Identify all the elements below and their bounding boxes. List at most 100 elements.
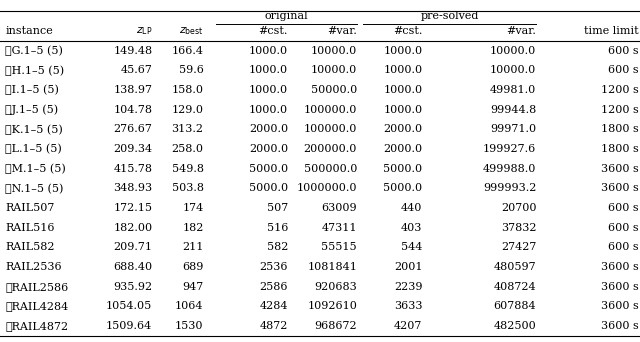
Text: 174: 174 xyxy=(182,203,204,213)
Text: 166.4: 166.4 xyxy=(172,46,204,56)
Text: #cst.: #cst. xyxy=(259,26,288,36)
Text: 100000.0: 100000.0 xyxy=(304,105,357,115)
Text: 3600 s: 3600 s xyxy=(601,321,639,331)
Text: 1000.0: 1000.0 xyxy=(249,105,288,115)
Text: ⋆RAIL4284: ⋆RAIL4284 xyxy=(5,302,68,312)
Text: 920683: 920683 xyxy=(314,282,357,292)
Text: 516: 516 xyxy=(267,223,288,233)
Text: 27427: 27427 xyxy=(501,242,536,252)
Text: 1081841: 1081841 xyxy=(307,262,357,272)
Text: 2000.0: 2000.0 xyxy=(249,144,288,154)
Text: 935.92: 935.92 xyxy=(113,282,152,292)
Text: ⋆G.1–5 (5): ⋆G.1–5 (5) xyxy=(5,45,63,56)
Text: 403: 403 xyxy=(401,223,422,233)
Text: ⋆K.1–5 (5): ⋆K.1–5 (5) xyxy=(5,124,63,135)
Text: 3600 s: 3600 s xyxy=(601,282,639,292)
Text: 480597: 480597 xyxy=(493,262,536,272)
Text: ⋆RAIL4872: ⋆RAIL4872 xyxy=(5,321,68,331)
Text: 1000.0: 1000.0 xyxy=(249,46,288,56)
Text: #var.: #var. xyxy=(506,26,536,36)
Text: 1000.0: 1000.0 xyxy=(383,46,422,56)
Text: 1064: 1064 xyxy=(175,302,204,312)
Text: ⋆H.1–5 (5): ⋆H.1–5 (5) xyxy=(5,65,64,76)
Text: 2586: 2586 xyxy=(259,282,288,292)
Text: 1000.0: 1000.0 xyxy=(383,66,422,76)
Text: 4207: 4207 xyxy=(394,321,422,331)
Text: $z_\mathrm{LP}$: $z_\mathrm{LP}$ xyxy=(136,25,152,37)
Text: 100000.0: 100000.0 xyxy=(304,124,357,134)
Text: RAIL516: RAIL516 xyxy=(5,223,54,233)
Text: 209.34: 209.34 xyxy=(113,144,152,154)
Text: 3600 s: 3600 s xyxy=(601,184,639,194)
Text: 5000.0: 5000.0 xyxy=(249,184,288,194)
Text: 55515: 55515 xyxy=(321,242,357,252)
Text: 600 s: 600 s xyxy=(608,203,639,213)
Text: 37832: 37832 xyxy=(501,223,536,233)
Text: 63009: 63009 xyxy=(321,203,357,213)
Text: 1054.05: 1054.05 xyxy=(106,302,152,312)
Text: 129.0: 129.0 xyxy=(172,105,204,115)
Text: 1200 s: 1200 s xyxy=(601,105,639,115)
Text: 99971.0: 99971.0 xyxy=(490,124,536,134)
Text: 2536: 2536 xyxy=(259,262,288,272)
Text: 2000.0: 2000.0 xyxy=(383,144,422,154)
Text: pre-solved: pre-solved xyxy=(420,11,479,21)
Text: 138.97: 138.97 xyxy=(113,85,152,95)
Text: 5000.0: 5000.0 xyxy=(383,164,422,174)
Text: 104.78: 104.78 xyxy=(113,105,152,115)
Text: 182: 182 xyxy=(182,223,204,233)
Text: 20700: 20700 xyxy=(501,203,536,213)
Text: time limit: time limit xyxy=(584,26,639,36)
Text: 1000.0: 1000.0 xyxy=(249,66,288,76)
Text: 4284: 4284 xyxy=(259,302,288,312)
Text: ⋆N.1–5 (5): ⋆N.1–5 (5) xyxy=(5,183,63,194)
Text: 149.48: 149.48 xyxy=(113,46,152,56)
Text: 199927.6: 199927.6 xyxy=(483,144,536,154)
Text: 276.67: 276.67 xyxy=(113,124,152,134)
Text: original: original xyxy=(265,11,308,21)
Text: 1509.64: 1509.64 xyxy=(106,321,152,331)
Text: 2001: 2001 xyxy=(394,262,422,272)
Text: 10000.0: 10000.0 xyxy=(311,46,357,56)
Text: 968672: 968672 xyxy=(314,321,357,331)
Text: 10000.0: 10000.0 xyxy=(490,46,536,56)
Text: #var.: #var. xyxy=(327,26,357,36)
Text: 600 s: 600 s xyxy=(608,66,639,76)
Text: 600 s: 600 s xyxy=(608,242,639,252)
Text: 49981.0: 49981.0 xyxy=(490,85,536,95)
Text: 544: 544 xyxy=(401,242,422,252)
Text: 182.00: 182.00 xyxy=(113,223,152,233)
Text: 258.0: 258.0 xyxy=(172,144,204,154)
Text: 999993.2: 999993.2 xyxy=(483,184,536,194)
Text: 1200 s: 1200 s xyxy=(601,85,639,95)
Text: 689: 689 xyxy=(182,262,204,272)
Text: 10000.0: 10000.0 xyxy=(490,66,536,76)
Text: 1000.0: 1000.0 xyxy=(249,85,288,95)
Text: RAIL507: RAIL507 xyxy=(5,203,54,213)
Text: 507: 507 xyxy=(267,203,288,213)
Text: 947: 947 xyxy=(182,282,204,292)
Text: 600 s: 600 s xyxy=(608,223,639,233)
Text: 1000.0: 1000.0 xyxy=(383,105,422,115)
Text: 415.78: 415.78 xyxy=(113,164,152,174)
Text: 600 s: 600 s xyxy=(608,46,639,56)
Text: 99944.8: 99944.8 xyxy=(490,105,536,115)
Text: 1530: 1530 xyxy=(175,321,204,331)
Text: 211: 211 xyxy=(182,242,204,252)
Text: 10000.0: 10000.0 xyxy=(311,66,357,76)
Text: ⋆RAIL2586: ⋆RAIL2586 xyxy=(5,282,68,292)
Text: 5000.0: 5000.0 xyxy=(383,184,422,194)
Text: 2239: 2239 xyxy=(394,282,422,292)
Text: 2000.0: 2000.0 xyxy=(249,124,288,134)
Text: 582: 582 xyxy=(267,242,288,252)
Text: 47311: 47311 xyxy=(322,223,357,233)
Text: instance: instance xyxy=(5,26,53,36)
Text: 1092610: 1092610 xyxy=(307,302,357,312)
Text: 503.8: 503.8 xyxy=(172,184,204,194)
Text: ⋆L.1–5 (5): ⋆L.1–5 (5) xyxy=(5,144,62,155)
Text: ⋆J.1–5 (5): ⋆J.1–5 (5) xyxy=(5,105,58,115)
Text: ⋆M.1–5 (5): ⋆M.1–5 (5) xyxy=(5,163,66,174)
Text: $z_\mathrm{best}$: $z_\mathrm{best}$ xyxy=(179,25,204,37)
Text: 1800 s: 1800 s xyxy=(601,144,639,154)
Text: 50000.0: 50000.0 xyxy=(311,85,357,95)
